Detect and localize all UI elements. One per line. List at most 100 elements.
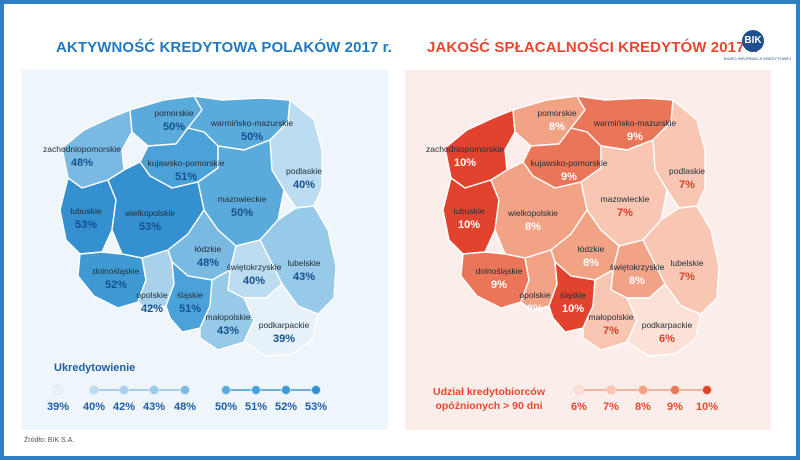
- legend-label: 40%: [82, 401, 106, 413]
- region-label-malopolskie: małopolskie: [206, 312, 251, 322]
- legend-swatch: [311, 385, 321, 395]
- region-label-lubuskie: lubuskie: [70, 206, 101, 216]
- region-label-zachodniopomorskie: zachodniopomorskie: [426, 144, 504, 154]
- region-label-malopolskie: małopolskie: [589, 312, 634, 322]
- bik-logo-icon: BIK: [742, 30, 764, 52]
- region-value-malopolskie: 7%: [603, 325, 619, 337]
- region-podkarpackie: [625, 282, 702, 357]
- region-value-lubuskie: 10%: [458, 219, 480, 231]
- legend-label: 52%: [274, 401, 298, 413]
- region-label-kujawsko_pomorskie: kujawsko-pomorskie: [148, 158, 225, 168]
- region-value-zachodniopomorskie: 10%: [454, 157, 476, 169]
- legend-swatch: [251, 385, 261, 395]
- region-label-swietokrzyskie: świętokrzyskie: [610, 262, 665, 272]
- region-label-podkarpackie: podkarpackie: [642, 320, 693, 330]
- region-label-warminsko_mazurskie: warmińsko-mazurskie: [593, 118, 676, 128]
- legend-label: 6%: [571, 401, 587, 413]
- right-map-svg: pomorskie 8% warmińsko-mazurskie 9% zachodni…: [426, 95, 720, 395]
- legend-swatch: [149, 385, 159, 395]
- region-label-mazowieckie: mazowieckie: [218, 194, 267, 204]
- region-label-dolnoslaskie: dolnośląskie: [476, 266, 523, 276]
- legend-swatch: [53, 385, 63, 395]
- region-label-zachodniopomorskie: zachodniopomorskie: [43, 144, 121, 154]
- legend-swatch: [180, 385, 190, 395]
- left-map-svg: pomorskie 50% warmińsko-mazurskie 50% zachod…: [43, 95, 337, 395]
- legend-label: 53%: [304, 401, 328, 413]
- region-label-opolskie: opolskie: [519, 290, 550, 300]
- region-value-pomorskie: 50%: [163, 121, 185, 133]
- legend-label: 43%: [142, 401, 166, 413]
- legend-swatch: [606, 385, 616, 395]
- legend-label: 9%: [667, 401, 683, 413]
- region-label-mazowieckie: mazowieckie: [601, 194, 650, 204]
- legend-label: 50%: [214, 401, 238, 413]
- region-slaskie: [548, 260, 596, 333]
- legend-label: 7%: [603, 401, 619, 413]
- region-value-swietokrzyskie: 40%: [243, 275, 265, 287]
- region-value-dolnoslaskie: 9%: [491, 279, 507, 291]
- region-label-opolskie: opolskie: [136, 290, 167, 300]
- region-label-podlaskie: podlaskie: [669, 166, 705, 176]
- region-slaskie: [165, 260, 213, 333]
- region-value-lubuskie: 53%: [75, 219, 97, 231]
- region-value-opolskie: 8%: [527, 303, 543, 315]
- region-label-pomorskie: pomorskie: [537, 108, 576, 118]
- region-value-lodzkie: 48%: [197, 257, 219, 269]
- region-value-swietokrzyskie: 8%: [629, 275, 645, 287]
- legend-swatch: [638, 385, 648, 395]
- region-label-slaskie: śląskie: [560, 290, 586, 300]
- legend-label: 10%: [695, 401, 719, 413]
- region-value-lubelskie: 43%: [293, 271, 315, 283]
- region-value-kujawsko_pomorskie: 9%: [561, 171, 577, 183]
- region-value-warminsko_mazurskie: 9%: [627, 131, 643, 143]
- region-label-lubelskie: lubelskie: [670, 258, 703, 268]
- region-label-wielkopolskie: wielkopolskie: [124, 208, 175, 218]
- legend-swatch: [702, 385, 712, 395]
- region-label-kujawsko_pomorskie: kujawsko-pomorskie: [531, 158, 608, 168]
- region-label-dolnoslaskie: dolnośląskie: [93, 266, 140, 276]
- region-label-slaskie: śląskie: [177, 290, 203, 300]
- left-title: AKTYWNOŚĆ KREDYTOWA POLAKÓW 2017 r.: [56, 39, 393, 56]
- region-label-lodzkie: łódzkie: [578, 244, 605, 254]
- bik-logo-subtitle: BIURO INFORMACJI KREDYTOWEJ: [724, 56, 792, 61]
- region-value-podkarpackie: 39%: [273, 333, 295, 345]
- region-value-wielkopolskie: 8%: [525, 221, 541, 233]
- region-value-mazowieckie: 7%: [617, 207, 633, 219]
- legend-swatch: [670, 385, 680, 395]
- region-label-lubelskie: lubelskie: [287, 258, 320, 268]
- region-label-lubuskie: lubuskie: [453, 206, 484, 216]
- region-value-slaskie: 10%: [562, 303, 584, 315]
- region-value-dolnoslaskie: 52%: [105, 279, 127, 291]
- legend-swatch: [281, 385, 291, 395]
- region-label-lodzkie: łódzkie: [195, 244, 222, 254]
- legend-title: Ukredytowienie: [54, 362, 136, 374]
- legend-title: Udział kredytobiorców opóźnionych > 90 d…: [432, 386, 546, 412]
- right-map-panel: pomorskie 8% warmińsko-mazurskie 9% zachodni…: [405, 70, 771, 430]
- region-value-podlaskie: 7%: [679, 179, 695, 191]
- region-lubuskie: [59, 176, 117, 255]
- left-map-panel: pomorskie 50% warmińsko-mazurskie 50% zachod…: [22, 70, 388, 430]
- legend-swatch: [119, 385, 129, 395]
- region-value-warminsko_mazurskie: 50%: [241, 131, 263, 143]
- region-value-slaskie: 51%: [179, 303, 201, 315]
- legend-label: 42%: [112, 401, 136, 413]
- legend-swatch: [221, 385, 231, 395]
- region-value-malopolskie: 43%: [217, 325, 239, 337]
- legend-label: 51%: [244, 401, 268, 413]
- region-label-warminsko_mazurskie: warmińsko-mazurskie: [210, 118, 293, 128]
- legend-label: 48%: [173, 401, 197, 413]
- region-value-zachodniopomorskie: 48%: [71, 157, 93, 169]
- legend-swatch: [89, 385, 99, 395]
- region-value-podlaskie: 40%: [293, 179, 315, 191]
- region-podkarpackie: [242, 282, 319, 357]
- region-value-lodzkie: 8%: [583, 257, 599, 269]
- legend-swatch: [574, 385, 584, 395]
- region-value-pomorskie: 8%: [549, 121, 565, 133]
- region-value-opolskie: 42%: [141, 303, 163, 315]
- region-label-swietokrzyskie: świętokrzyskie: [227, 262, 282, 272]
- region-lubuskie: [442, 176, 500, 255]
- region-label-podlaskie: podlaskie: [286, 166, 322, 176]
- region-label-pomorskie: pomorskie: [154, 108, 193, 118]
- legend-label: 8%: [635, 401, 651, 413]
- region-value-wielkopolskie: 53%: [139, 221, 161, 233]
